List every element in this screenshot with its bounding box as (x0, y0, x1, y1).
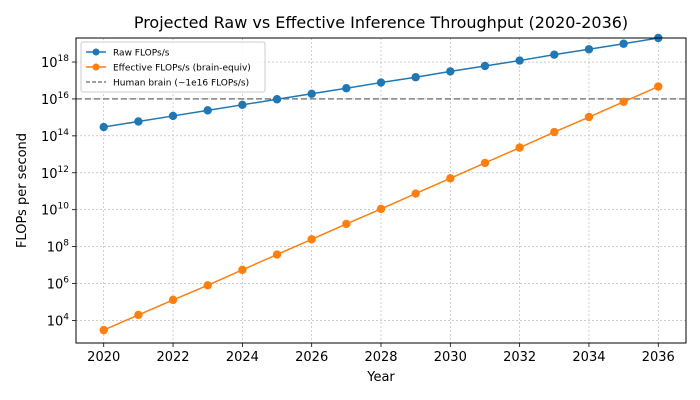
data-point-raw (550, 50, 559, 59)
x-tick-label: 2036 (642, 350, 675, 365)
x-tick-label: 2032 (503, 350, 536, 365)
x-tick-label: 2022 (156, 350, 189, 365)
data-point-effective (272, 250, 282, 259)
y-tick-label: 1014 (41, 128, 69, 145)
data-point-raw (307, 89, 316, 98)
data-point-effective (480, 158, 490, 168)
x-axis-ticks: 2020 2022 2024 2026 2028 2030 2032 2034 2036 (87, 343, 675, 365)
data-point-effective (619, 97, 628, 106)
x-tick-label: 2034 (572, 350, 605, 365)
series-layer (99, 33, 663, 335)
data-point-effective (99, 325, 108, 335)
y-tick-label: 108 (47, 239, 70, 256)
y-axis-ticks: 104 106 108 1010 1012 1014 1016 1018 (41, 54, 76, 329)
data-point-effective (446, 174, 455, 183)
data-point-raw (411, 73, 420, 82)
x-tick-label: 2024 (226, 350, 259, 365)
legend-label-effective: Effective FLOPs/s (brain-equiv) (113, 64, 251, 74)
data-point-effective (550, 127, 559, 137)
data-point-effective (307, 235, 316, 244)
x-tick-label: 2020 (87, 350, 120, 365)
y-tick-label: 1018 (41, 54, 69, 71)
y-tick-label: 1010 (41, 202, 69, 219)
x-tick-label: 2028 (364, 350, 397, 365)
data-point-raw (515, 56, 524, 65)
legend-label-raw: Raw FLOPs/s (113, 49, 170, 59)
data-point-effective (515, 143, 524, 152)
y-tick-label: 1012 (41, 165, 69, 182)
data-point-effective (134, 310, 143, 320)
data-point-effective (654, 82, 663, 91)
x-tick-label: 2026 (295, 350, 328, 365)
data-point-effective (376, 204, 386, 214)
legend-marker-raw (92, 48, 100, 56)
legend-marker-effective (92, 63, 100, 71)
data-point-raw (272, 95, 282, 104)
data-point-raw (376, 78, 386, 87)
data-point-effective (238, 265, 247, 275)
data-point-raw (238, 100, 247, 110)
legend-label-human-brain: Human brain (~1e16 FLOPs/s) (113, 79, 249, 89)
data-point-raw (99, 122, 108, 132)
data-point-effective (584, 112, 594, 122)
data-point-raw (168, 111, 178, 121)
chart-title: Projected Raw vs Effective Inference Thr… (134, 13, 628, 32)
x-tick-label: 2030 (434, 350, 467, 365)
data-point-raw (446, 67, 455, 76)
data-point-raw (342, 84, 351, 93)
data-point-raw (203, 106, 212, 115)
data-point-effective (411, 189, 420, 198)
data-point-raw (480, 61, 490, 71)
data-point-raw (619, 39, 628, 48)
data-point-effective (168, 295, 178, 305)
y-tick-label: 104 (47, 312, 70, 329)
y-tick-label: 106 (47, 276, 70, 293)
data-point-effective (342, 219, 351, 229)
data-point-raw (134, 117, 143, 126)
y-tick-label: 1016 (41, 91, 69, 108)
x-axis-label: Year (366, 370, 395, 385)
data-point-raw (584, 45, 594, 54)
y-axis-label: FLOPs per second (15, 133, 30, 248)
legend-box (80, 41, 266, 93)
data-point-effective (203, 281, 212, 290)
legend: Raw FLOPs/s Effective FLOPs/s (brain-equi… (80, 41, 266, 93)
